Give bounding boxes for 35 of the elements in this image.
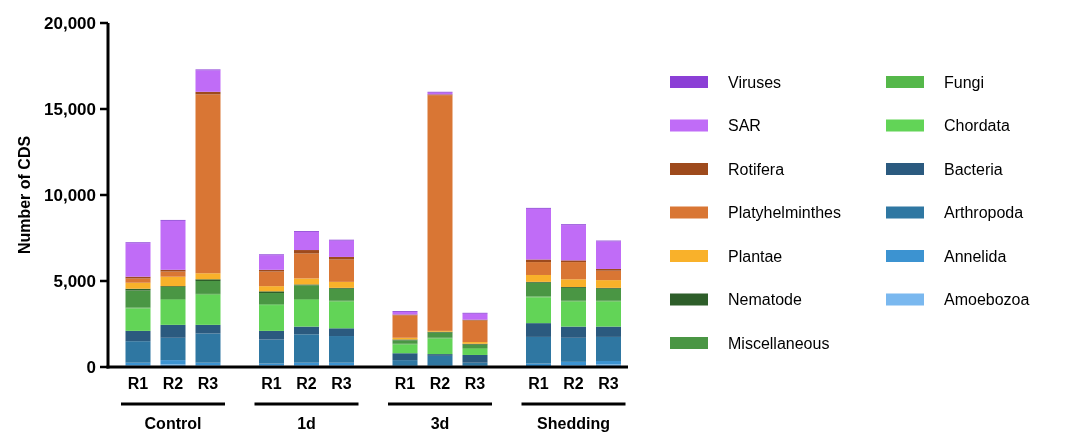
legend-label: Platyhelminthes	[728, 204, 841, 222]
x-tick-label: R2	[429, 375, 451, 392]
x-tick-label: R1	[127, 375, 149, 392]
legend-label: Fungi	[944, 73, 985, 91]
legend-label: SAR	[728, 117, 761, 135]
y-tick-label: 20,000	[44, 13, 96, 33]
x-tick-label: R1	[261, 375, 282, 392]
text: 3d	[430, 415, 450, 432]
x-tick-label: R3	[464, 375, 486, 392]
text: 1d	[297, 415, 316, 432]
legend-label: Annelida	[944, 247, 1007, 265]
y-tick-label: 10,000	[44, 185, 96, 205]
x-tick-label: R3	[331, 375, 352, 392]
legend-label: Arthropoda	[944, 204, 1024, 222]
x-tick-label: R2	[162, 375, 184, 392]
text: Shedding	[537, 415, 610, 432]
legend-label: Nematode	[728, 291, 802, 309]
legend-label: Chordata	[944, 117, 1010, 135]
y-tick-label: 15,000	[44, 99, 96, 119]
x-tick-label: R1	[528, 375, 549, 392]
x-tick-label: R2	[296, 375, 317, 392]
y-tick-label: 0	[86, 357, 96, 377]
legend-label: Bacteria	[944, 160, 1003, 178]
x-tick-label: R1	[394, 375, 416, 392]
x-tick-label: R2	[563, 375, 584, 392]
legend-label: Viruses	[728, 73, 782, 91]
legend-label: Plantae	[728, 247, 783, 265]
y-axis-title: Number of CDS	[16, 135, 33, 255]
x-tick-label: R3	[197, 375, 219, 392]
y-tick-label: 5,000	[53, 271, 96, 291]
legend-label: Amoebozoa	[944, 291, 1030, 309]
text: Control	[144, 415, 202, 432]
legend-label: Miscellaneous	[728, 334, 830, 352]
x-tick-label: R3	[598, 375, 619, 392]
legend-label: Rotifera	[728, 160, 785, 178]
